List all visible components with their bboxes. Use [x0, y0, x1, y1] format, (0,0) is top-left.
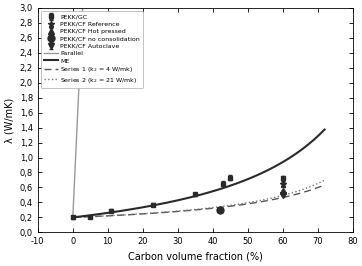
Series 2 (k$_2$ = 21 W/mk): [153, 211, 157, 214]
Line: Parallel: Parallel: [73, 0, 325, 217]
ME: [323, 128, 327, 131]
Series 2 (k$_2$ = 21 W/mk): [252, 200, 257, 203]
Series 1 (k$_2$ = 4 W/mk): [252, 201, 257, 204]
ME: [153, 203, 157, 207]
ME: [101, 212, 105, 215]
ME: [170, 200, 174, 203]
Series 2 (k$_2$ = 21 W/mk): [254, 200, 258, 203]
Line: ME: ME: [73, 130, 325, 217]
ME: [71, 216, 75, 219]
ME: [252, 175, 257, 178]
ME: [229, 184, 233, 187]
Parallel: [71, 216, 75, 219]
Series 2 (k$_2$ = 21 W/mk): [170, 210, 174, 213]
Series 1 (k$_2$ = 4 W/mk): [254, 201, 258, 204]
Series 2 (k$_2$ = 21 W/mk): [229, 204, 233, 207]
Series 1 (k$_2$ = 4 W/mk): [229, 205, 233, 208]
X-axis label: Carbon volume fraction (%): Carbon volume fraction (%): [128, 252, 262, 262]
Legend: PEKK/GC, PEKK/CF Reference, PEKK/CF Hot pressed, PEKK/CF no consolidation, PEKK/: PEKK/GC, PEKK/CF Reference, PEKK/CF Hot …: [41, 11, 143, 88]
Series 1 (k$_2$ = 4 W/mk): [170, 210, 174, 213]
ME: [254, 174, 258, 177]
Line: Series 2 (k$_2$ = 21 W/mk): Series 2 (k$_2$ = 21 W/mk): [73, 180, 325, 217]
Series 2 (k$_2$ = 21 W/mk): [71, 216, 75, 219]
Series 1 (k$_2$ = 4 W/mk): [71, 216, 75, 219]
Series 1 (k$_2$ = 4 W/mk): [323, 183, 327, 186]
Y-axis label: λ (W/mK): λ (W/mK): [4, 97, 14, 143]
Series 1 (k$_2$ = 4 W/mk): [153, 211, 157, 215]
Series 2 (k$_2$ = 21 W/mk): [101, 214, 105, 218]
Series 1 (k$_2$ = 4 W/mk): [101, 214, 105, 218]
Line: Series 1 (k$_2$ = 4 W/mk): Series 1 (k$_2$ = 4 W/mk): [73, 185, 325, 217]
Series 2 (k$_2$ = 21 W/mk): [323, 178, 327, 182]
